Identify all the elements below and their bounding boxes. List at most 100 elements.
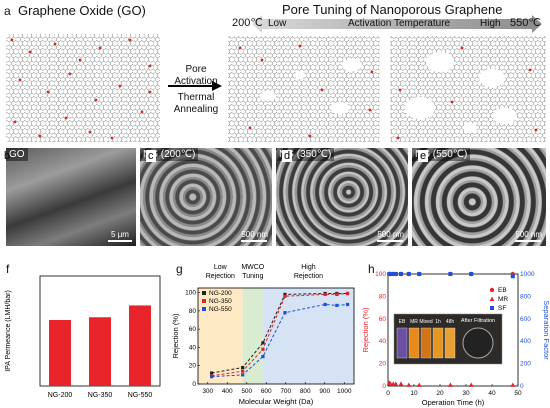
y2-axis-label: Separation Factor	[542, 300, 550, 360]
y2-tick-label: 200	[520, 361, 531, 368]
oxygen-dot	[118, 84, 122, 88]
y-tick-label: 20	[189, 363, 197, 370]
legend-label: SF	[498, 305, 506, 312]
data-point	[323, 302, 327, 307]
oxygen-dot	[68, 72, 72, 76]
x-tick-label: 50	[514, 390, 522, 397]
x-tick-label: 700	[280, 388, 291, 395]
arrow-mid-label: Activation Temperature	[348, 18, 451, 29]
go-lattice	[6, 34, 160, 142]
panel-a-right-title: Pore Tuning of Nanoporous Graphene	[282, 2, 503, 17]
y-tick-label: 100	[185, 290, 196, 297]
data-point	[335, 303, 339, 307]
plot-frame	[387, 273, 519, 387]
data-point-sf	[417, 272, 422, 276]
region-label-line2: Tuning	[242, 273, 263, 280]
oxygen-dot	[13, 120, 17, 124]
temp-low: 200℃	[232, 17, 263, 29]
sem-tag: GO	[6, 148, 28, 161]
vial-label: 48h	[446, 319, 455, 325]
data-point	[241, 373, 245, 377]
legend-label: NG-200	[209, 290, 232, 297]
y2-tick-label: 800	[520, 293, 531, 300]
oxygen-dot	[38, 134, 42, 138]
arrow-high-label: High	[480, 18, 501, 29]
pores	[260, 52, 517, 133]
scale-bar: 5 μm	[108, 230, 132, 242]
scale-bar: 500 nm	[241, 230, 268, 242]
data-point	[283, 311, 287, 315]
x-tick-label: 20	[436, 390, 444, 397]
legend-marker	[489, 287, 495, 293]
oxygen-dot	[128, 38, 132, 42]
data-point-mr	[416, 382, 422, 387]
data-point-sf	[448, 272, 453, 276]
bar-ng-550	[129, 305, 151, 386]
y2-tick-label: 1000	[520, 271, 535, 278]
x-tick-label: 30	[462, 390, 470, 397]
y-tick-label: 80	[379, 293, 387, 300]
vial	[408, 327, 420, 359]
oxygen-dot	[460, 46, 464, 50]
data-point-sf	[399, 272, 403, 276]
x-tick-label: 400	[222, 388, 233, 395]
oxygen-dot	[64, 116, 68, 120]
y-axis-label: Rejection (%)	[171, 313, 180, 359]
data-point-sf	[391, 272, 396, 276]
oxygen-dot	[308, 134, 312, 138]
oxygen-dot	[53, 42, 57, 46]
data-point-sf	[388, 272, 393, 276]
temperature-arrow	[252, 15, 542, 33]
legend-marker	[202, 299, 206, 303]
panel-f-letter: f	[6, 262, 10, 276]
y-tick-label: 60	[189, 326, 197, 333]
panel-g-letter: g	[176, 262, 183, 276]
data-point	[210, 371, 214, 375]
y-axis-label: IPA Permeance (LMH/bar)	[5, 290, 12, 372]
oxygen-dot	[450, 100, 454, 104]
data-point	[261, 347, 265, 351]
process-2: Thermal Annealing	[173, 92, 219, 115]
vial-label: MR	[410, 319, 418, 325]
oxygen-dot	[534, 128, 538, 132]
oxygen-dot	[370, 70, 374, 74]
sem-image-ng350: NG (350℃) 500 nm	[276, 148, 408, 246]
oxygen-dot	[528, 68, 532, 72]
x-tick-label: NG-350	[88, 392, 113, 399]
ng-low-lattice	[228, 36, 380, 142]
panel-a-title: Graphene Oxide (GO)	[18, 3, 146, 18]
x-tick-label: 0	[386, 390, 390, 397]
data-point	[345, 302, 350, 307]
data-point-mr	[468, 382, 474, 387]
oxygen-dot	[320, 88, 324, 92]
x-tick-label: 500	[241, 388, 252, 395]
chart-g: Low Rejection MWCO Tuning High Rejection 300 40…	[171, 264, 355, 406]
oxygen-dot	[148, 64, 152, 68]
oxygen-dot	[10, 38, 14, 42]
x-tick-label: 900	[319, 388, 330, 395]
data-point	[283, 294, 287, 298]
data-point-mr	[510, 382, 516, 387]
sem-image-ng200: NG (200℃) 500 nm	[140, 148, 272, 246]
x-tick-label: NG-550	[128, 392, 153, 399]
data-point	[283, 292, 287, 296]
region-band	[198, 288, 243, 384]
x-axis-label: Operation Time (h)	[422, 398, 485, 407]
bar-ng-200	[49, 320, 71, 386]
oxygen-dot	[238, 46, 242, 50]
y-tick-label: 80	[189, 308, 197, 315]
data-point-sf	[510, 274, 515, 279]
oxygen-dot	[28, 50, 32, 54]
oxygen-dot	[98, 46, 102, 50]
data-point-mr	[406, 382, 412, 387]
y-axis-label: Rejection (%)	[362, 307, 370, 353]
plot-frame	[197, 287, 355, 385]
oxygen-dot	[140, 110, 144, 114]
vial	[420, 327, 432, 359]
oxygen-dot	[298, 44, 302, 48]
region-label-line1: Low	[214, 264, 228, 271]
data-point	[261, 354, 265, 359]
y-tick-label: 20	[379, 361, 387, 368]
x-tick-label: 300	[202, 388, 213, 395]
panel-d-letter: d	[282, 150, 293, 162]
